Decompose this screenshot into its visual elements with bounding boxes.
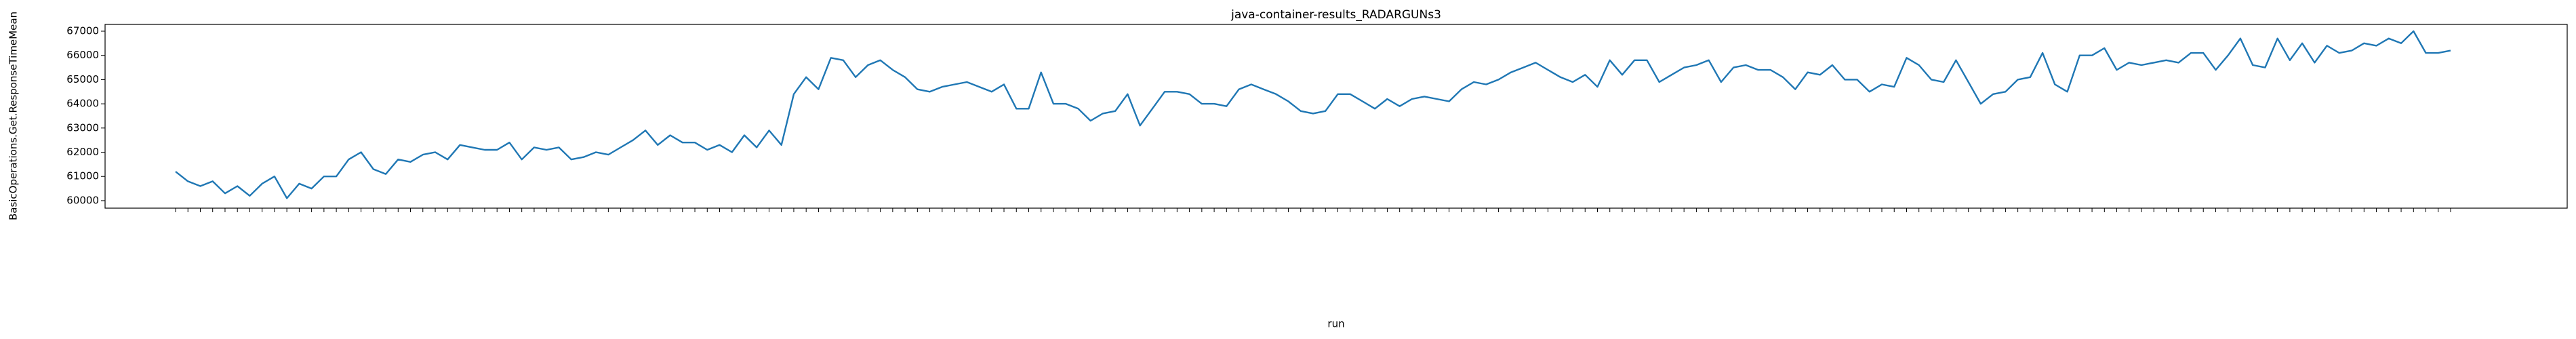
- y-tick-label: 61000: [66, 170, 99, 182]
- y-tick-label: 62000: [66, 146, 99, 158]
- y-tick-label: 60000: [66, 194, 99, 206]
- y-tick-label: 67000: [66, 24, 99, 37]
- y-tick-label: 66000: [66, 49, 99, 61]
- plot-frame: [104, 24, 2568, 209]
- y-tick-label: 63000: [66, 121, 99, 134]
- y-tick-label: 65000: [66, 73, 99, 85]
- y-tick-label: 64000: [66, 98, 99, 110]
- y-axis-label: BasicOperations.Get.ResponseTimeMean: [7, 12, 20, 220]
- x-axis-label: run: [1327, 318, 1344, 330]
- data-line: [175, 30, 2451, 199]
- chart-title: java-container-results_RADARGUNs3: [1230, 8, 1441, 22]
